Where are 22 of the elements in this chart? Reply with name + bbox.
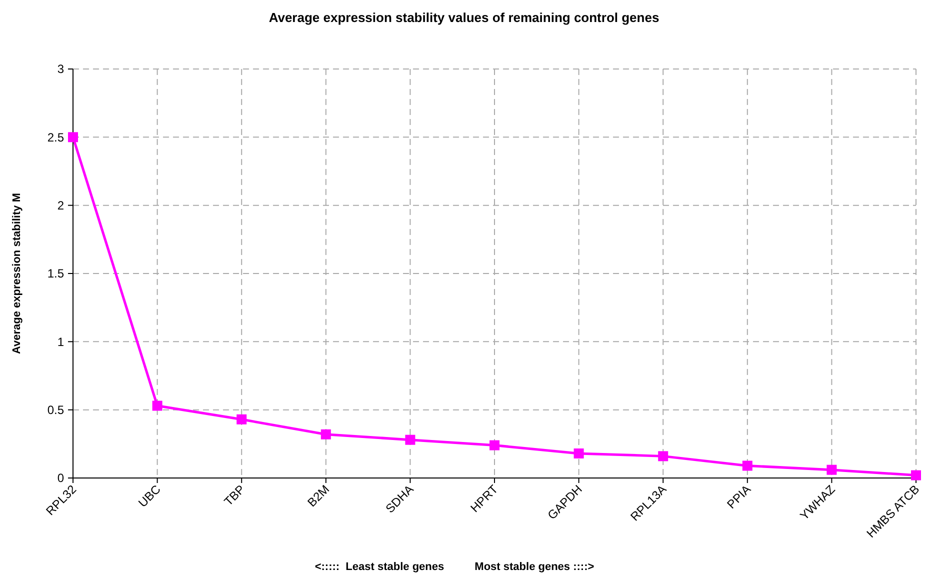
y-tick-label: 1 xyxy=(57,334,64,349)
y-axis-title: Average expression stability M xyxy=(11,193,23,354)
point xyxy=(405,434,416,445)
point xyxy=(68,132,78,142)
point xyxy=(911,470,921,480)
y-tick-label: 0.5 xyxy=(47,403,64,418)
point xyxy=(320,429,331,440)
y-tick-label: 3 xyxy=(57,62,64,76)
x-axis-title: <::::: Least stable genes Most stable genes ::::> xyxy=(314,561,594,573)
x-tick-label: TBP xyxy=(221,482,248,509)
y-tick-label: 2.5 xyxy=(47,130,64,144)
y-tick-label: 0 xyxy=(57,471,64,486)
point xyxy=(826,464,837,475)
point xyxy=(574,448,584,458)
point xyxy=(152,400,162,411)
y-tick-label: 2 xyxy=(57,198,64,213)
point xyxy=(236,414,247,424)
point xyxy=(490,440,500,450)
y-tick-label: 1.5 xyxy=(47,266,64,281)
point xyxy=(742,460,752,471)
chart-title: Average expression stability values of remaining control genes xyxy=(268,10,660,25)
point xyxy=(658,451,668,462)
